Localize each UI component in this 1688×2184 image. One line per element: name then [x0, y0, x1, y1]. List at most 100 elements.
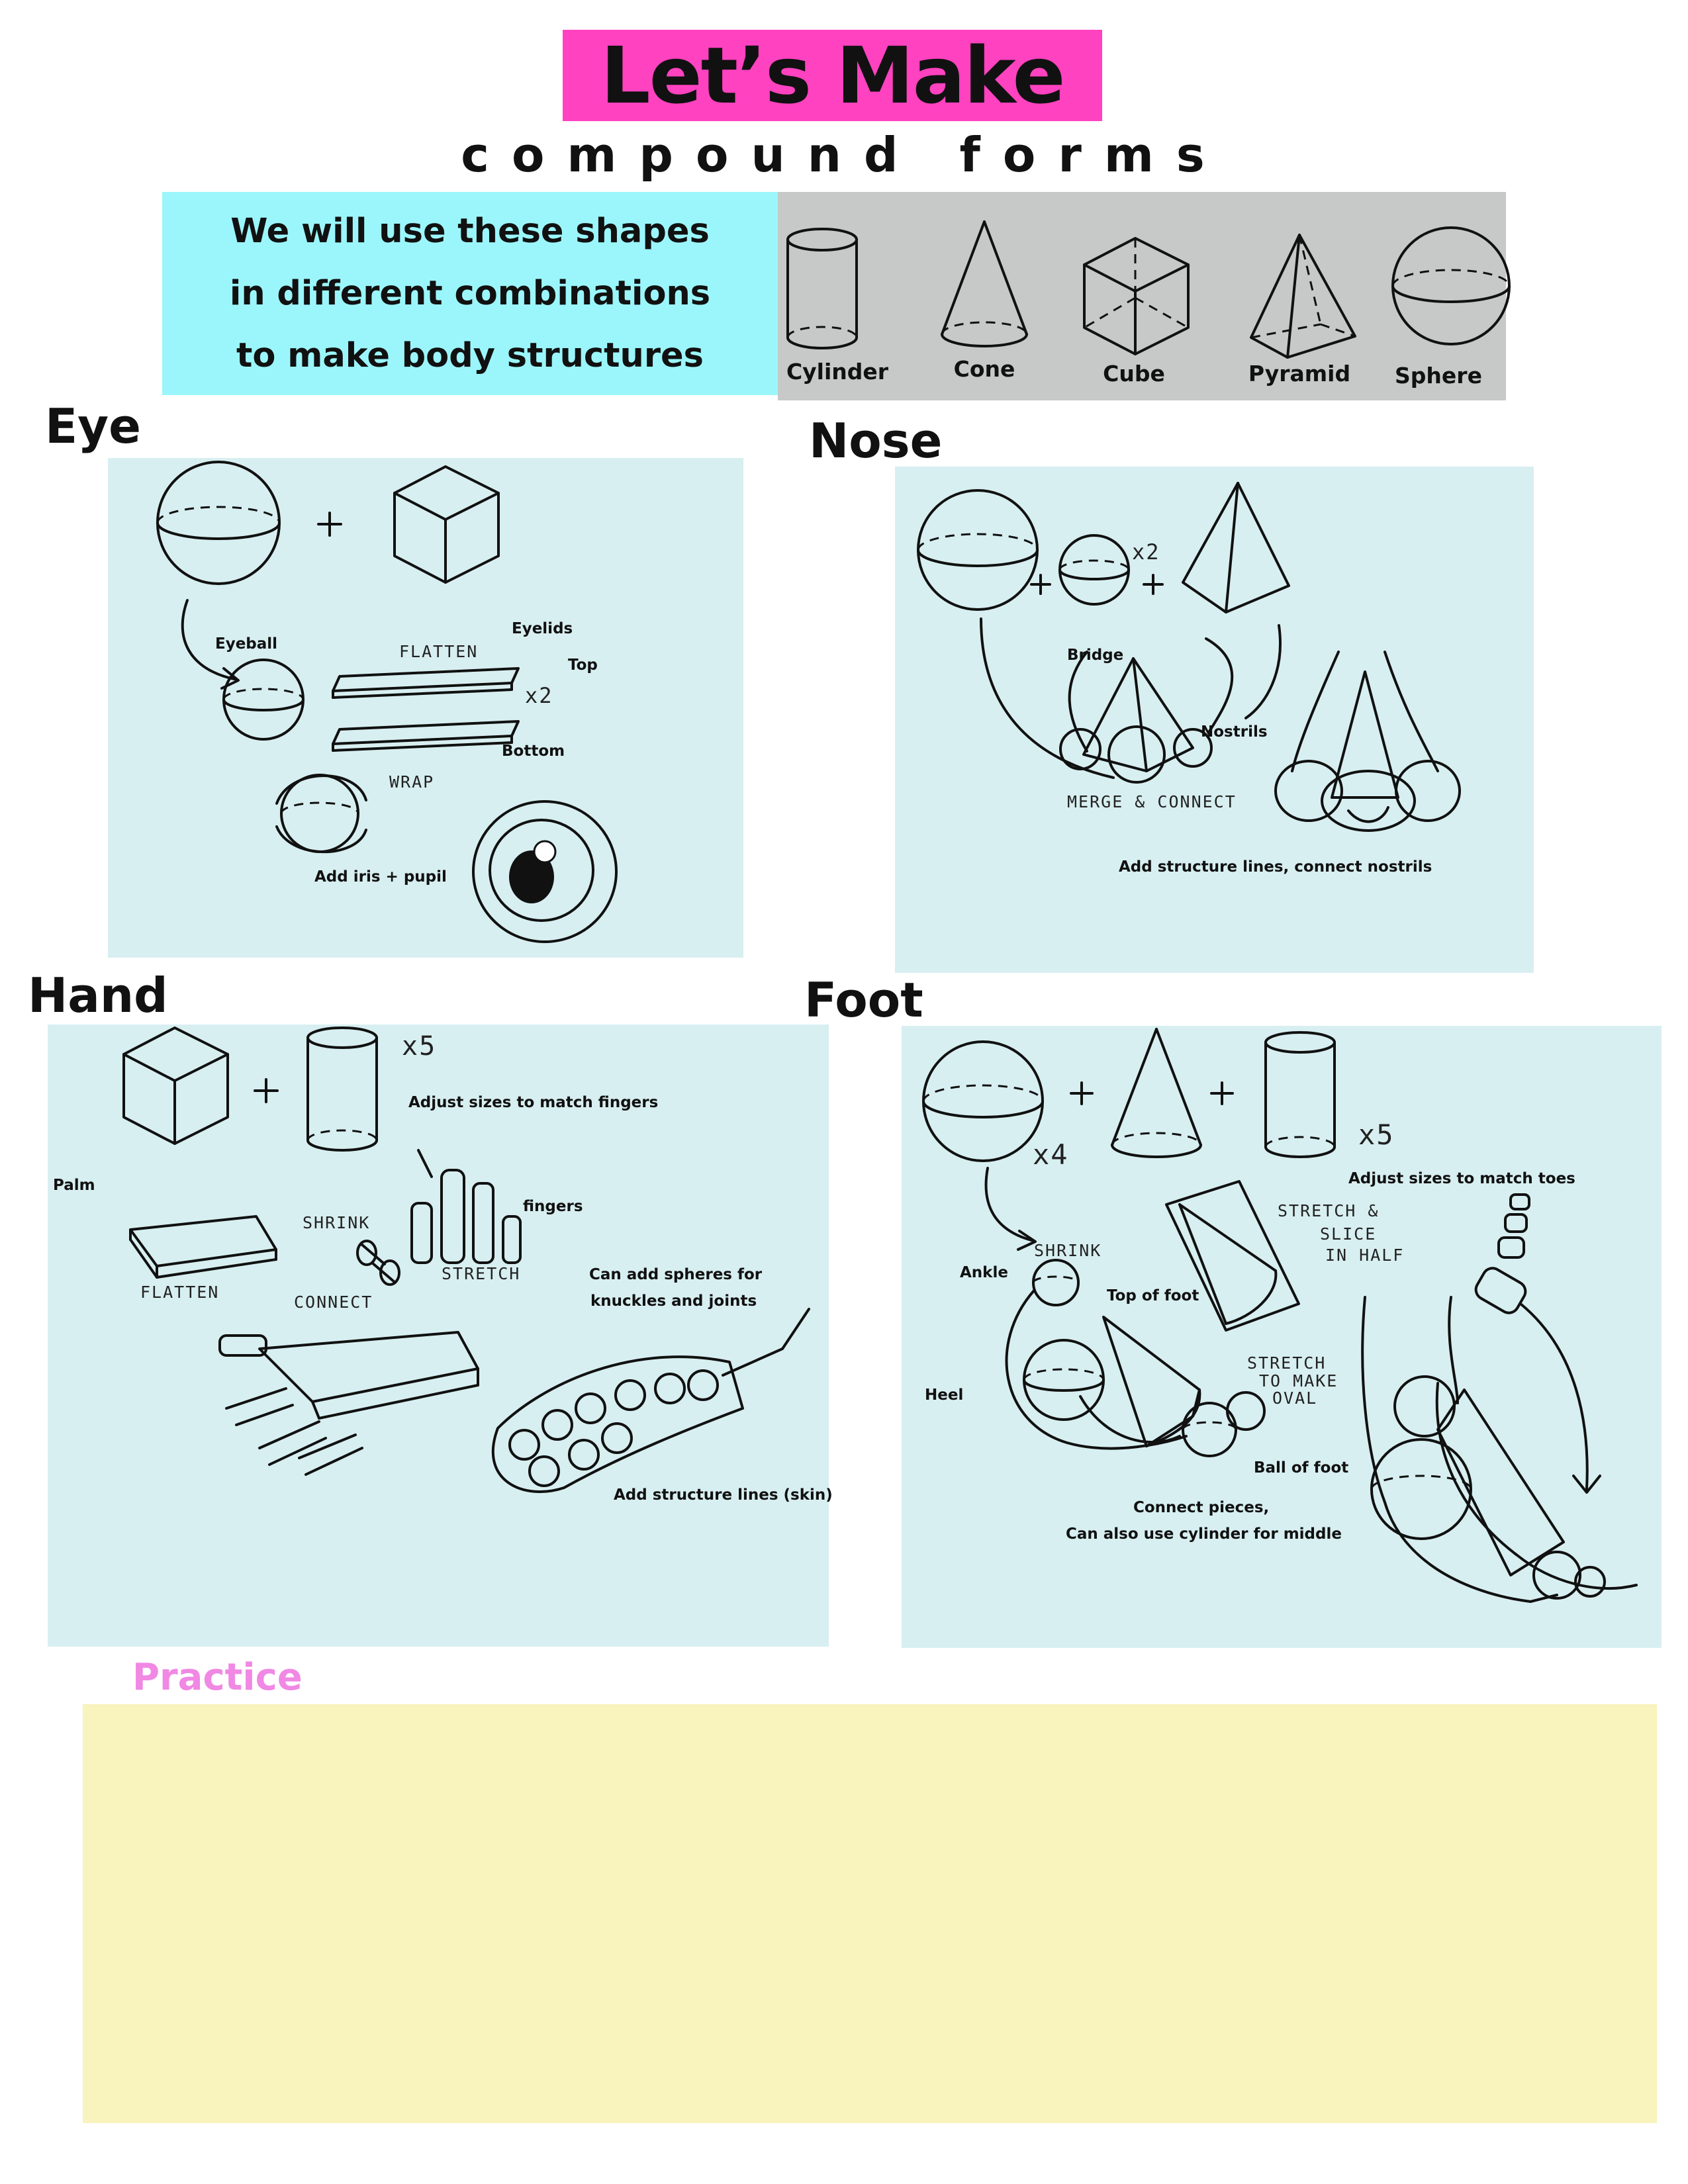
plus-icon	[1210, 1081, 1234, 1105]
label-ball-of-foot: Ball of foot	[1254, 1459, 1349, 1477]
label-spheres-1: Can add spheres for	[589, 1266, 763, 1283]
intro-box: We will use these shapes in different co…	[162, 192, 778, 395]
label-spheres-2: knuckles and joints	[590, 1293, 757, 1310]
finished-nose	[1274, 651, 1461, 832]
page-title: Let’s Make	[600, 30, 1065, 121]
label-shrink: SHRINK	[303, 1213, 371, 1232]
label-x4: x4	[1033, 1138, 1069, 1171]
label-eyeball: Eyeball	[215, 635, 278, 653]
cylinder-icon	[1264, 1031, 1336, 1158]
cube-icon	[122, 1026, 229, 1145]
label-connect-2: Can also use cylinder for middle	[1066, 1525, 1342, 1543]
shrunk-cylinder	[356, 1240, 400, 1286]
cone-icon	[941, 220, 1028, 347]
cone-icon	[1111, 1028, 1202, 1158]
label-connect: CONNECT	[294, 1293, 373, 1312]
label-ankle: Ankle	[960, 1264, 1008, 1281]
section-title-hand: Hand	[28, 968, 168, 1023]
intro-line: to make body structures	[236, 336, 704, 375]
sphere-icon	[156, 461, 281, 585]
label-stretch-slice-2: SLICE	[1320, 1224, 1377, 1244]
intro-line: in different combinations	[229, 273, 711, 313]
palm-slab	[129, 1215, 277, 1279]
plus-icon	[1030, 574, 1051, 595]
label-top-of-foot: Top of foot	[1107, 1287, 1199, 1304]
shape-label-sphere: Sphere	[1395, 363, 1482, 388]
label-x2: x2	[525, 683, 553, 708]
page-subtitle: compound forms	[461, 127, 1227, 183]
finished-foot	[1361, 1296, 1638, 1603]
ball-spheres	[1182, 1391, 1266, 1457]
label-stretch-slice-3: IN HALF	[1325, 1246, 1405, 1265]
label-shrink: SHRINK	[1034, 1241, 1102, 1260]
label-bridge: Bridge	[1067, 647, 1124, 664]
section-title-foot: Foot	[804, 972, 923, 1028]
label-structure: Add structure lines, connect nostrils	[1119, 858, 1432, 876]
label-stretch-oval-2: TO MAKE	[1259, 1371, 1338, 1390]
plus-icon	[317, 512, 342, 537]
shape-label-cube: Cube	[1103, 361, 1165, 387]
connect-curves	[1005, 1289, 1188, 1450]
label-nostrils: Nostrils	[1201, 723, 1268, 741]
practice-title: Practice	[132, 1656, 303, 1699]
label-wrap: WRAP	[389, 772, 435, 792]
shape-label-cylinder: Cylinder	[786, 359, 889, 385]
pyramid-icon	[1250, 234, 1356, 359]
heel-sphere	[1023, 1339, 1105, 1421]
sphere-icon	[917, 489, 1039, 611]
wrapped-eyeball	[275, 774, 367, 854]
section-title-eye: Eye	[45, 398, 141, 454]
cylinder-icon	[306, 1026, 378, 1152]
label-palm: Palm	[53, 1177, 95, 1194]
finished-hand	[492, 1308, 810, 1493]
label-stretch: STRETCH	[442, 1264, 521, 1283]
intro-line: We will use these shapes	[230, 211, 710, 251]
eye-panel: Eyeball FLATTEN Eyelids Top x2 Bottom WR…	[108, 458, 743, 958]
pyramid-icon	[1182, 482, 1290, 614]
nose-panel: x2 Bridge Nostrils MERGE & CONNECT Add s…	[895, 467, 1534, 973]
label-heel: Heel	[925, 1387, 964, 1404]
title-banner: Let’s Make	[563, 30, 1102, 121]
section-title-nose: Nose	[809, 413, 943, 469]
label-stretch-oval-1: STRETCH	[1247, 1353, 1327, 1373]
shapes-reference: Cylinder Cone Cube Pyramid Sphere	[778, 192, 1511, 400]
ankle-arrow	[984, 1167, 1037, 1251]
hand-panel: x5 Adjust sizes to match fingers Palm FL…	[48, 1024, 833, 1647]
cylinder-icon	[786, 228, 858, 349]
label-stretch-oval-3: OVAL	[1272, 1388, 1318, 1408]
cube-icon	[1083, 237, 1190, 355]
practice-area[interactable]	[83, 1704, 1657, 2123]
label-merge: MERGE & CONNECT	[1067, 792, 1237, 811]
label-iris: Add iris + pupil	[314, 868, 447, 886]
connected-hand	[218, 1331, 479, 1476]
eyelid-slabs	[332, 667, 520, 752]
label-x2: x2	[1132, 539, 1160, 565]
plus-icon	[254, 1078, 279, 1103]
label-flatten: FLATTEN	[399, 642, 479, 661]
label-top: Top	[568, 657, 598, 674]
ankle-sphere	[1032, 1259, 1080, 1306]
finished-eye	[472, 800, 618, 943]
label-adjust: Adjust sizes to match fingers	[408, 1094, 659, 1111]
finger-cylinders	[410, 1149, 522, 1264]
label-stretch-slice-1: STRETCH &	[1278, 1201, 1380, 1220]
small-sphere-icon	[1058, 534, 1130, 606]
sphere-icon	[922, 1040, 1044, 1162]
eyeball-sphere	[222, 659, 305, 741]
label-flatten: FLATTEN	[140, 1283, 220, 1302]
label-bottom: Bottom	[502, 743, 565, 760]
label-fingers: fingers	[523, 1198, 583, 1215]
label-structure: Add structure lines (skin)	[614, 1486, 833, 1504]
merged-nose	[1059, 657, 1213, 784]
cube-icon	[393, 465, 500, 584]
label-adjust: Adjust sizes to match toes	[1348, 1170, 1575, 1187]
foot-panel: x4 x5 Adjust sizes to match toes STRETCH…	[902, 1026, 1662, 1648]
label-connect-1: Connect pieces,	[1133, 1499, 1270, 1516]
sphere-icon	[1391, 226, 1511, 345]
label-x5: x5	[402, 1031, 437, 1062]
label-x5: x5	[1358, 1118, 1395, 1151]
shape-label-cone: Cone	[953, 356, 1015, 382]
label-eyelids: Eyelids	[512, 620, 573, 637]
toe-cylinders	[1474, 1193, 1530, 1314]
plus-icon	[1143, 574, 1164, 595]
